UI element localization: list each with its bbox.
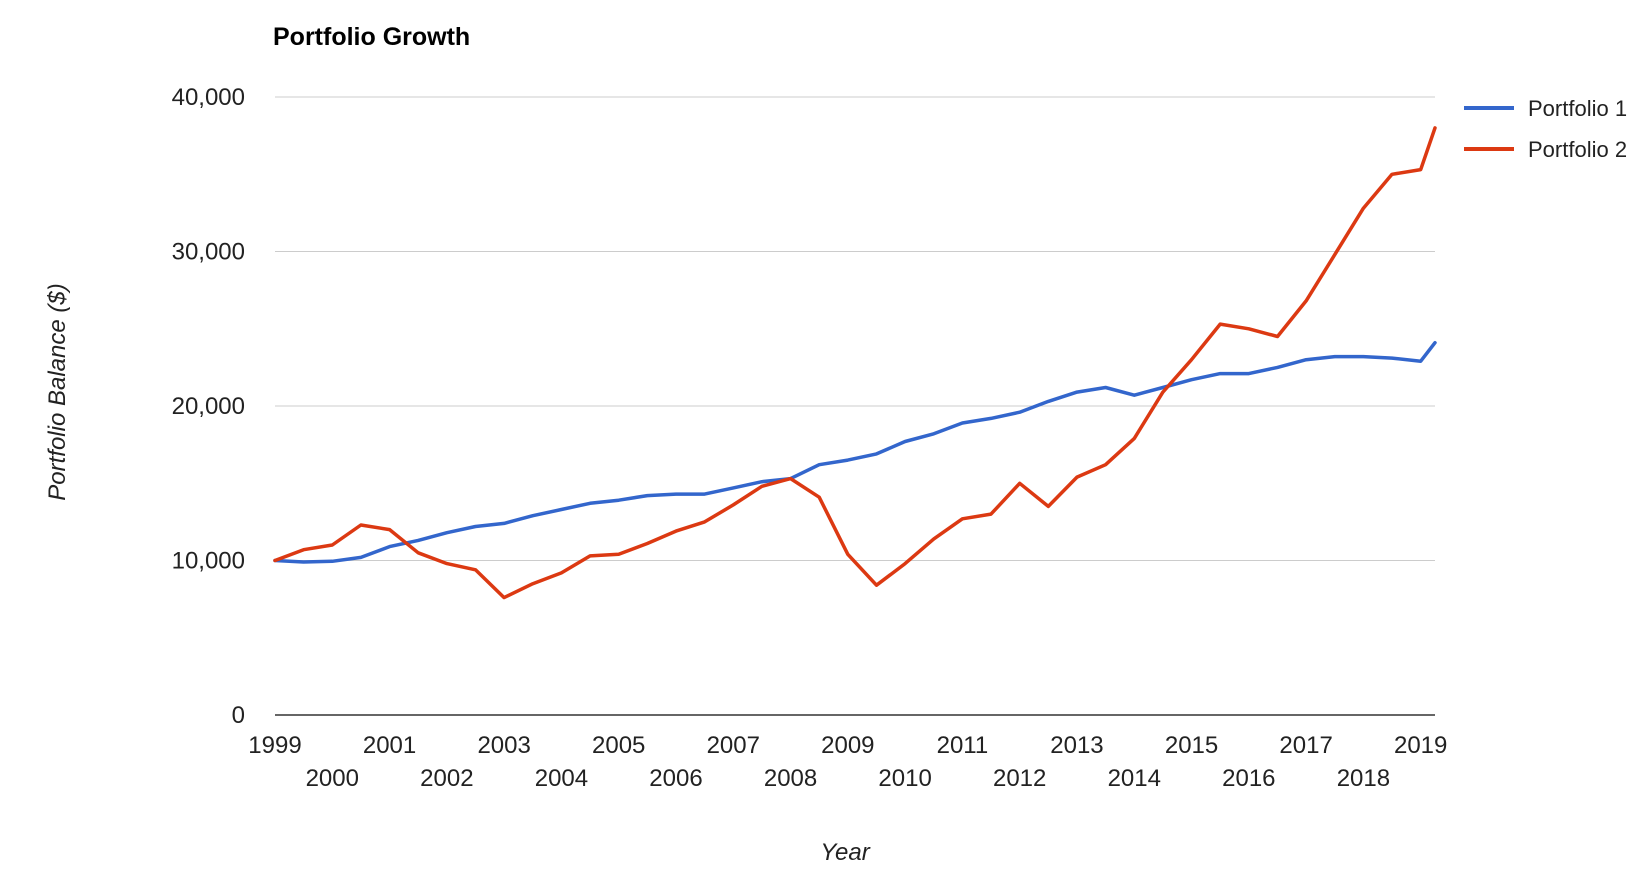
x-tick-label: 2006 [649, 765, 702, 792]
chart-title: Portfolio Growth [273, 23, 470, 51]
x-tick-label: 2019 [1394, 732, 1447, 759]
x-tick-label: 2003 [477, 732, 530, 759]
x-tick-label: 1999 [248, 732, 301, 759]
series-line-portfolio-2 [273, 126, 1437, 600]
y-tick-label: 10,000 [172, 548, 245, 575]
legend-label: Portfolio 2 [1528, 137, 1627, 162]
y-tick-label: 40,000 [172, 84, 245, 111]
x-axis-title: Year [820, 839, 870, 866]
series-lines [273, 126, 1437, 600]
x-tick-label: 2008 [764, 765, 817, 792]
x-tick-label: 2002 [420, 765, 473, 792]
x-tick-label: 2007 [707, 732, 760, 759]
x-tick-label: 2016 [1222, 765, 1275, 792]
gridlines: 0 10,000 20,000 30,000 40,000 [172, 84, 1435, 729]
y-tick-label: 30,000 [172, 239, 245, 266]
x-tick-label: 2005 [592, 732, 645, 759]
x-tick-label: 2013 [1050, 732, 1103, 759]
series-line-portfolio-1 [273, 340, 1437, 564]
x-tick-label: 2009 [821, 732, 874, 759]
x-tick-label: 2015 [1165, 732, 1218, 759]
y-axis-title: Portfolio Balance ($) [44, 283, 71, 500]
y-tick-label: 0 [232, 702, 245, 729]
legend: Portfolio 1 Portfolio 2 [1464, 96, 1627, 162]
legend-label: Portfolio 1 [1528, 96, 1627, 121]
x-tick-label: 2018 [1337, 765, 1390, 792]
x-tick-label: 2011 [937, 732, 989, 759]
x-tick-label: 2014 [1108, 765, 1161, 792]
x-tick-label: 2004 [535, 765, 588, 792]
x-tick-label: 2001 [363, 732, 416, 759]
x-tick-label: 2010 [878, 765, 931, 792]
axes: 1999200020012002200320042005200620072008… [248, 714, 1447, 792]
x-tick-label: 2000 [306, 765, 359, 792]
x-tick-label: 2012 [993, 765, 1046, 792]
y-tick-label: 20,000 [172, 393, 245, 420]
x-tick-label: 2017 [1279, 732, 1332, 759]
